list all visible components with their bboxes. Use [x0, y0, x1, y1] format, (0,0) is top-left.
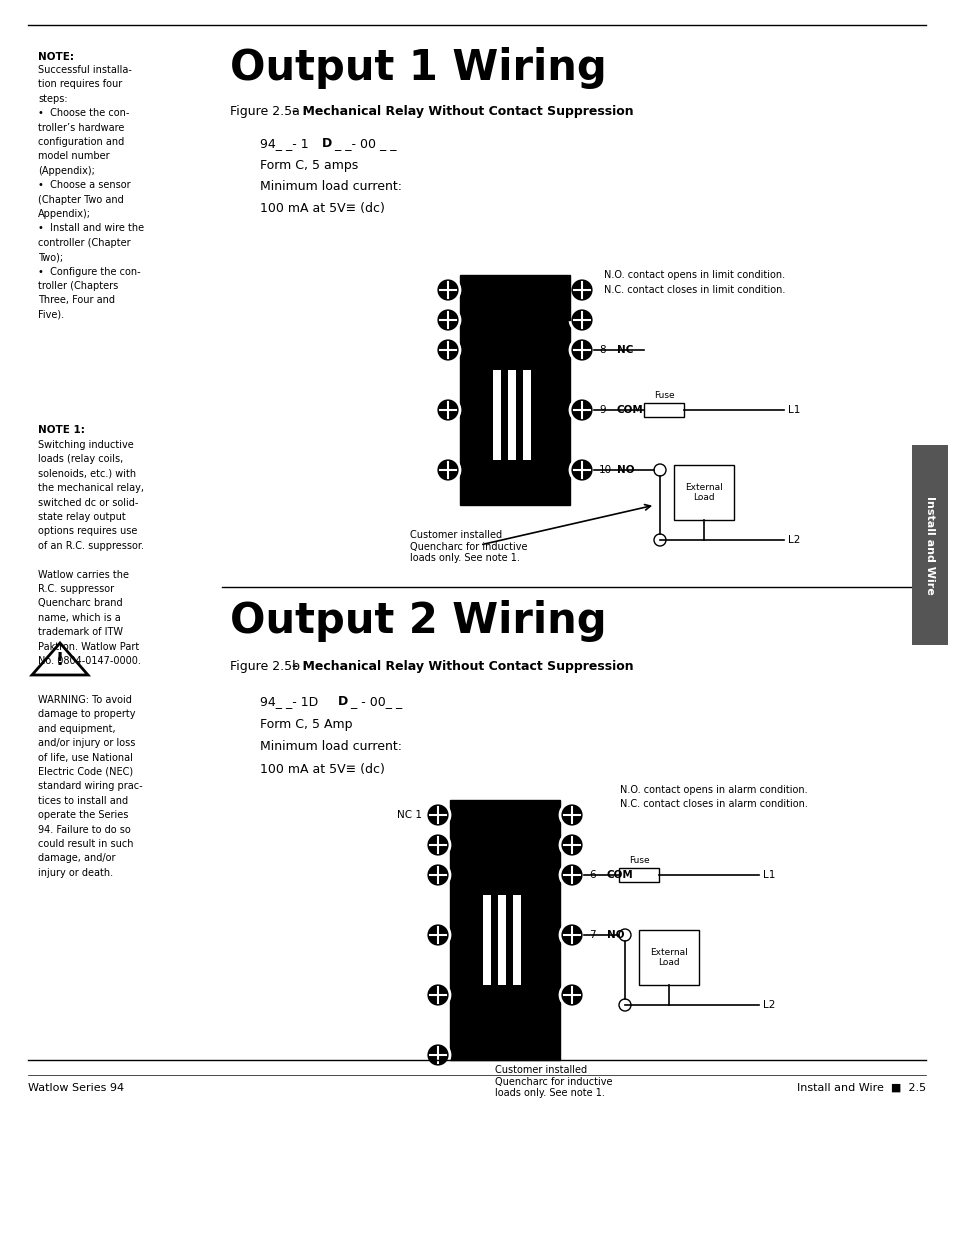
- Circle shape: [436, 398, 459, 422]
- Text: Output 1 Wiring: Output 1 Wiring: [230, 47, 606, 89]
- FancyBboxPatch shape: [639, 930, 699, 986]
- Circle shape: [569, 278, 594, 303]
- Circle shape: [559, 923, 583, 947]
- FancyBboxPatch shape: [459, 320, 569, 505]
- Circle shape: [436, 308, 459, 332]
- FancyBboxPatch shape: [507, 370, 516, 459]
- Text: External
Load: External Load: [684, 483, 722, 503]
- Circle shape: [618, 929, 630, 941]
- Text: Customer installed
Quencharc for inductive
loads only. See note 1.: Customer installed Quencharc for inducti…: [410, 530, 527, 563]
- Text: L1: L1: [762, 869, 775, 881]
- Circle shape: [426, 863, 450, 887]
- Text: COM: COM: [617, 405, 643, 415]
- Text: Install and Wire  ■  2.5: Install and Wire ■ 2.5: [796, 1083, 925, 1093]
- Circle shape: [569, 338, 594, 362]
- Text: NC: NC: [617, 345, 633, 354]
- Text: Form C, 5 Amp: Form C, 5 Amp: [260, 718, 352, 731]
- Text: COM: COM: [606, 869, 633, 881]
- Circle shape: [559, 983, 583, 1007]
- Circle shape: [559, 803, 583, 827]
- Text: NOTE 1:: NOTE 1:: [38, 425, 85, 435]
- Circle shape: [436, 458, 459, 482]
- Text: NO: NO: [606, 930, 624, 940]
- Text: NOTE:: NOTE:: [38, 52, 74, 62]
- FancyBboxPatch shape: [513, 895, 520, 986]
- Text: 100 mA at 5V≡ (dc): 100 mA at 5V≡ (dc): [260, 203, 384, 215]
- Text: – Mechanical Relay Without Contact Suppression: – Mechanical Relay Without Contact Suppr…: [292, 105, 633, 119]
- FancyBboxPatch shape: [673, 466, 733, 520]
- Text: 94_ _- 1: 94_ _- 1: [260, 137, 309, 149]
- FancyBboxPatch shape: [911, 445, 947, 645]
- Text: 100 mA at 5V≡ (dc): 100 mA at 5V≡ (dc): [260, 763, 384, 776]
- Text: N.O. contact opens in alarm condition.: N.O. contact opens in alarm condition.: [619, 785, 807, 795]
- Circle shape: [436, 338, 459, 362]
- Text: NC 1: NC 1: [396, 810, 421, 820]
- Text: !: !: [56, 651, 64, 669]
- FancyBboxPatch shape: [459, 275, 569, 320]
- Text: N.C. contact closes in alarm condition.: N.C. contact closes in alarm condition.: [619, 799, 807, 809]
- Text: 7: 7: [588, 930, 595, 940]
- Circle shape: [569, 308, 594, 332]
- Text: 8: 8: [598, 345, 605, 354]
- Circle shape: [569, 458, 594, 482]
- Text: Output 2 Wiring: Output 2 Wiring: [230, 600, 606, 642]
- Circle shape: [436, 278, 459, 303]
- FancyBboxPatch shape: [618, 868, 659, 882]
- Text: Fuse: Fuse: [628, 856, 649, 864]
- Circle shape: [426, 983, 450, 1007]
- Text: 10: 10: [598, 466, 612, 475]
- Text: Minimum load current:: Minimum load current:: [260, 740, 401, 753]
- Circle shape: [426, 803, 450, 827]
- Circle shape: [569, 398, 594, 422]
- Circle shape: [618, 999, 630, 1011]
- FancyBboxPatch shape: [450, 1030, 559, 1060]
- Text: Fuse: Fuse: [653, 391, 674, 400]
- Text: L2: L2: [762, 1000, 775, 1010]
- Circle shape: [559, 863, 583, 887]
- Text: 94_ _- 1D: 94_ _- 1D: [260, 695, 322, 708]
- FancyBboxPatch shape: [482, 895, 491, 986]
- Text: 9: 9: [598, 405, 605, 415]
- Text: WARNING: To avoid
damage to property
and equipment,
and/or injury or loss
of lif: WARNING: To avoid damage to property and…: [38, 695, 143, 878]
- Text: D: D: [322, 137, 332, 149]
- Text: L2: L2: [787, 535, 800, 545]
- Circle shape: [654, 534, 665, 546]
- Text: Figure 2.5a: Figure 2.5a: [230, 105, 304, 119]
- Text: Figure 2.5b: Figure 2.5b: [230, 659, 304, 673]
- FancyBboxPatch shape: [643, 403, 683, 417]
- Text: NO: NO: [617, 466, 634, 475]
- Text: _ _- 00 _ _: _ _- 00 _ _: [331, 137, 396, 149]
- Circle shape: [426, 923, 450, 947]
- Circle shape: [559, 832, 583, 857]
- Circle shape: [426, 1044, 450, 1067]
- FancyBboxPatch shape: [497, 895, 505, 986]
- Text: Install and Wire: Install and Wire: [924, 495, 934, 594]
- Text: _ - 00_ _: _ - 00_ _: [347, 695, 402, 708]
- Text: Switching inductive
loads (relay coils,
solenoids, etc.) with
the mechanical rel: Switching inductive loads (relay coils, …: [38, 440, 144, 666]
- FancyBboxPatch shape: [522, 370, 531, 459]
- FancyBboxPatch shape: [450, 800, 559, 845]
- Text: Watlow Series 94: Watlow Series 94: [28, 1083, 124, 1093]
- Text: Successful installa-
tion requires four
steps:
•  Choose the con-
troller’s hard: Successful installa- tion requires four …: [38, 65, 144, 320]
- Text: N.O. contact opens in limit condition.: N.O. contact opens in limit condition.: [603, 270, 784, 280]
- Text: – Mechanical Relay Without Contact Suppression: – Mechanical Relay Without Contact Suppr…: [292, 659, 633, 673]
- Text: Customer installed
Quencharc for inductive
loads only. See note 1.: Customer installed Quencharc for inducti…: [495, 1065, 612, 1098]
- Circle shape: [654, 464, 665, 475]
- FancyBboxPatch shape: [450, 845, 559, 1030]
- Text: Form C, 5 amps: Form C, 5 amps: [260, 159, 358, 172]
- Circle shape: [426, 832, 450, 857]
- Text: Minimum load current:: Minimum load current:: [260, 180, 401, 193]
- Text: 6: 6: [588, 869, 595, 881]
- Text: L1: L1: [787, 405, 800, 415]
- Text: N.C. contact closes in limit condition.: N.C. contact closes in limit condition.: [603, 285, 784, 295]
- FancyBboxPatch shape: [493, 370, 500, 459]
- Text: External
Load: External Load: [649, 947, 687, 967]
- Text: D: D: [337, 695, 348, 708]
